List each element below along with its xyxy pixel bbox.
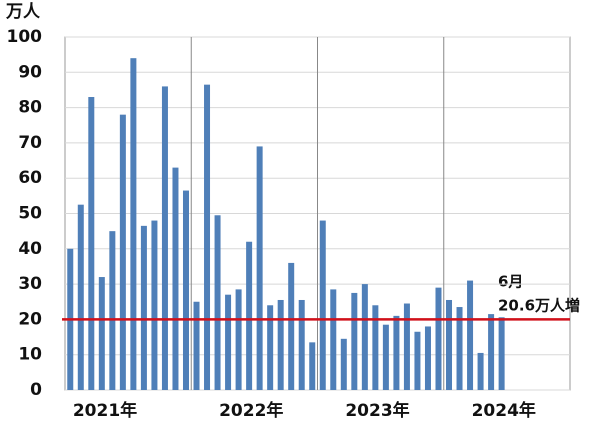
bar [151,220,158,390]
bar [467,280,474,390]
bar [288,262,295,390]
y-tick-label: 100 [7,27,43,47]
y-tick-label: 70 [18,133,42,153]
bar [477,352,484,390]
x-tick-label: 2023年 [345,400,409,421]
bar [256,146,263,390]
y-tick-label: 40 [18,239,42,259]
bar [161,86,168,391]
bar [446,299,453,390]
bar [109,231,116,390]
y-tick-label: 60 [18,168,42,188]
bar [319,220,326,390]
bar [98,277,105,390]
bar [488,314,495,390]
x-tick-label: 2024年 [472,400,536,421]
y-tick-label: 50 [18,204,42,224]
y-tick-label: 80 [18,98,42,118]
bar [277,299,284,390]
bar [361,284,368,390]
bar [130,58,137,391]
bar [172,167,179,390]
bar [246,241,253,390]
bar [351,292,358,390]
bar [267,305,274,390]
x-tick-label: 2022年 [219,400,283,421]
bar [424,326,431,390]
bar [225,294,232,390]
bar [235,289,242,390]
bar [204,84,211,390]
y-tick-label: 0 [30,380,42,400]
bar [330,289,337,390]
y-tick-label: 10 [18,345,42,365]
y-tick-label: 20 [18,309,42,329]
bar [119,114,126,390]
bar [309,342,316,390]
y-tick-label: 30 [18,274,42,294]
bar [498,317,505,390]
bar [456,307,463,390]
y-tick-label: 90 [18,62,42,82]
bar [414,331,421,390]
bar [435,287,442,390]
bar [382,324,389,390]
annotation: 6月 [498,273,523,291]
bar [214,215,221,390]
bar [372,305,379,390]
y-unit: 万人 [5,2,41,22]
bar [77,204,84,390]
bar [140,225,147,390]
bar [193,301,200,390]
bar [393,315,400,390]
x-tick-label: 2021年 [73,400,137,421]
bar [298,299,305,390]
annotation: 20.6万人増 [498,297,580,315]
bar [182,190,189,390]
bar [88,97,95,390]
bar [403,303,410,390]
bar [340,338,347,390]
